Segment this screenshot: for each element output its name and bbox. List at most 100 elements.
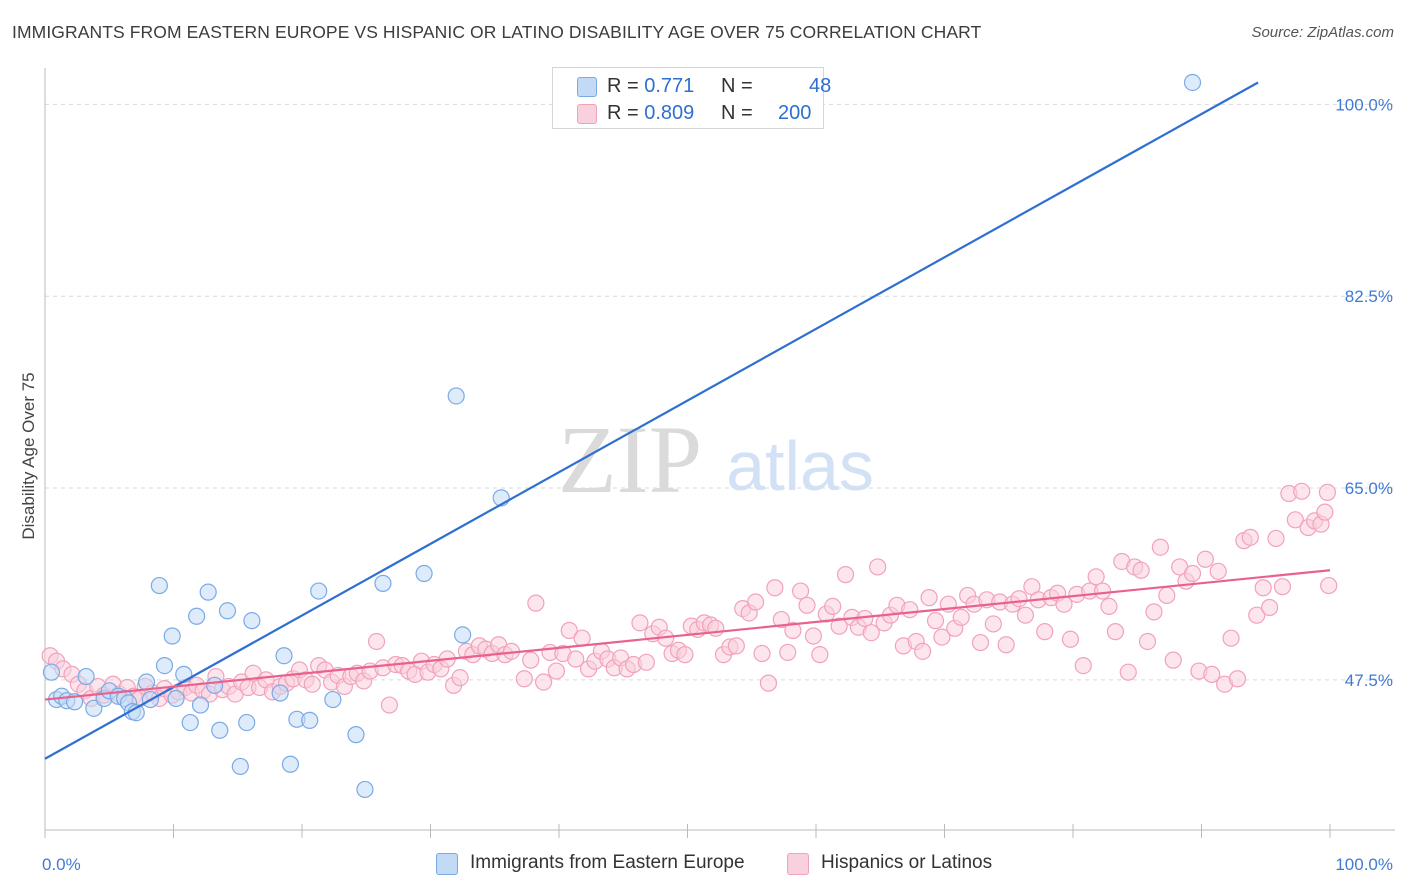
- data-point-eastern-europe: [356, 780, 374, 799]
- data-point-hispanics: [824, 597, 842, 616]
- data-point-hispanics: [1145, 603, 1163, 621]
- data-point-hispanics: [997, 636, 1015, 654]
- y-tick-label: 65.0%: [1345, 479, 1393, 498]
- data-point-eastern-europe: [199, 583, 217, 601]
- data-point-eastern-europe: [150, 576, 168, 595]
- data-point-eastern-europe: [188, 607, 206, 625]
- legend-r-label: R =: [607, 75, 639, 97]
- data-point-eastern-europe: [175, 665, 193, 683]
- legend-r-value: 0.771: [644, 75, 695, 97]
- data-point-hispanics: [380, 696, 398, 714]
- legend-n-label: N =: [721, 75, 753, 97]
- data-point-hispanics: [1203, 665, 1221, 683]
- data-point-hispanics: [1318, 483, 1337, 502]
- data-point-hispanics: [560, 621, 578, 640]
- data-point-hispanics: [798, 596, 816, 614]
- data-point-eastern-europe: [1183, 73, 1202, 92]
- y-axis-label: Disability Age Over 75: [19, 372, 38, 539]
- data-point-hispanics: [1222, 629, 1240, 647]
- data-point-hispanics: [515, 670, 533, 688]
- data-point-eastern-europe: [181, 713, 199, 732]
- series-hispanics-points: [41, 482, 1338, 714]
- data-point-hispanics: [914, 642, 932, 660]
- data-point-hispanics: [1093, 582, 1112, 600]
- data-point-hispanics: [1100, 597, 1118, 616]
- data-point-eastern-europe: [231, 757, 249, 776]
- data-point-hispanics: [303, 675, 321, 693]
- data-point-hispanics: [527, 594, 545, 612]
- legend-n-value: 48: [809, 75, 832, 97]
- tick-labels: 47.5% 65.0% 82.5% 100.0% 0.0% 100.0%: [42, 95, 1393, 874]
- legend-swatch-blue: [577, 77, 597, 97]
- bottom-legend-swatch-pink: [787, 853, 809, 875]
- data-point-hispanics: [367, 632, 386, 651]
- data-point-eastern-europe: [155, 656, 174, 675]
- data-point-hispanics: [1320, 576, 1338, 595]
- data-point-eastern-europe: [275, 647, 293, 665]
- data-point-hispanics: [1241, 528, 1259, 546]
- data-point-hispanics: [1106, 623, 1125, 641]
- data-point-eastern-europe: [211, 721, 229, 739]
- data-point-hispanics: [451, 669, 469, 687]
- bottom-legend-label: Hispanics or Latinos: [821, 852, 993, 873]
- data-point-hispanics: [1138, 632, 1157, 651]
- bottom-legend-label: Immigrants from Eastern Europe: [470, 852, 745, 873]
- data-point-hispanics: [1293, 482, 1311, 500]
- y-tick-label: 100.0%: [1335, 95, 1393, 114]
- data-point-hispanics: [784, 621, 802, 640]
- data-point-hispanics: [759, 674, 778, 692]
- watermark-atlas: atlas: [726, 427, 874, 505]
- data-point-hispanics: [567, 650, 585, 668]
- data-point-hispanics: [637, 653, 655, 671]
- x-tick-label: 0.0%: [42, 855, 81, 874]
- y-tick-label: 47.5%: [1345, 671, 1393, 690]
- data-point-hispanics: [869, 558, 887, 576]
- data-point-hispanics: [534, 673, 553, 691]
- data-point-eastern-europe: [77, 667, 95, 686]
- data-point-hispanics: [1286, 511, 1304, 529]
- data-point-hispanics: [573, 629, 591, 647]
- data-point-hispanics: [1074, 656, 1092, 675]
- data-point-hispanics: [926, 612, 945, 630]
- data-point-hispanics: [1164, 651, 1182, 669]
- data-point-hispanics: [901, 601, 919, 619]
- data-point-eastern-europe: [310, 582, 328, 600]
- data-point-hispanics: [1209, 562, 1227, 580]
- data-point-eastern-europe: [271, 684, 289, 702]
- data-point-hispanics: [1061, 630, 1080, 648]
- data-point-hispanics: [830, 617, 848, 635]
- data-point-hispanics: [862, 624, 880, 642]
- data-point-eastern-europe: [374, 574, 392, 592]
- watermark: ZIP atlas: [558, 406, 874, 513]
- legend-swatch-pink: [577, 104, 597, 124]
- legend-n-value: 200: [778, 102, 812, 124]
- data-point-eastern-europe: [347, 726, 365, 744]
- trend-line-eastern-europe: [44, 81, 1259, 760]
- data-point-hispanics: [1036, 623, 1054, 641]
- data-point-hispanics: [707, 619, 725, 637]
- data-point-eastern-europe: [454, 626, 472, 644]
- data-point-hispanics: [772, 610, 790, 629]
- legend-n-label: N =: [721, 102, 753, 124]
- data-point-hispanics: [1254, 579, 1272, 597]
- grid-lines: [45, 103, 1395, 681]
- data-point-hispanics: [1316, 503, 1334, 521]
- data-point-hispanics: [1267, 529, 1285, 548]
- data-point-eastern-europe: [243, 612, 261, 630]
- data-point-eastern-europe: [281, 755, 300, 773]
- y-tick-label: 82.5%: [1345, 287, 1393, 306]
- legend-r-label: R =: [607, 102, 639, 124]
- data-point-hispanics: [1273, 578, 1292, 596]
- data-point-hispanics: [1261, 598, 1279, 617]
- data-point-hispanics: [1087, 568, 1105, 586]
- data-point-hispanics: [952, 608, 970, 626]
- data-point-hispanics: [1016, 606, 1035, 624]
- data-point-hispanics: [984, 615, 1002, 633]
- trend-line-hispanics: [44, 569, 1331, 701]
- data-point-hispanics: [766, 579, 784, 597]
- source-label: Source: ZipAtlas.com: [1251, 24, 1394, 41]
- data-point-hispanics: [631, 614, 649, 632]
- chart-title: IMMIGRANTS FROM EASTERN EUROPE VS HISPAN…: [12, 22, 982, 42]
- data-point-hispanics: [1196, 550, 1214, 568]
